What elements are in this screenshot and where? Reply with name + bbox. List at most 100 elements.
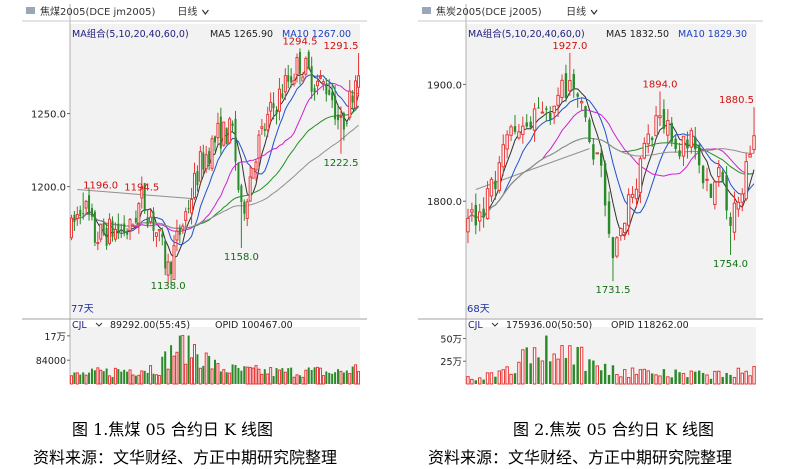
volume-bar-down bbox=[231, 364, 234, 384]
candle-body-down bbox=[334, 95, 337, 120]
candle-body-down bbox=[287, 75, 290, 82]
candle-body-down bbox=[237, 163, 240, 191]
candle-body-up bbox=[521, 125, 525, 135]
candle-body-down bbox=[513, 126, 517, 132]
volume-bar-down bbox=[307, 367, 310, 384]
candle-body-up bbox=[266, 113, 270, 131]
volume-bar-down bbox=[564, 357, 568, 384]
volume-bar-down bbox=[328, 372, 331, 384]
volume-bar-up bbox=[485, 372, 490, 385]
candle-body-up bbox=[277, 88, 281, 112]
candle-body-up bbox=[552, 105, 556, 114]
candle-body-down bbox=[607, 201, 611, 234]
volume-bar-down bbox=[123, 369, 126, 384]
candle-body-down bbox=[686, 139, 689, 149]
figure-2-caption: 图 2.焦炭 05 合约日 K 线图 bbox=[513, 420, 715, 439]
coke-kline-chart: 焦炭2005(DCE j2005) 日线 1900.0 1800.0 1927.0 173… bbox=[418, 4, 763, 385]
candle-body-down bbox=[694, 136, 697, 150]
volume-bar-up bbox=[172, 355, 176, 385]
volume-bar-up bbox=[466, 376, 470, 385]
price-annotation: 1158.0 bbox=[224, 252, 259, 263]
candle-body-down bbox=[123, 223, 126, 234]
candle-body-up bbox=[540, 111, 545, 114]
candle-body-up bbox=[210, 138, 214, 169]
volume-bar-down bbox=[310, 369, 313, 384]
candle-body-down bbox=[576, 93, 579, 97]
volume-bar-down bbox=[88, 372, 91, 384]
candle-body-down bbox=[219, 116, 222, 149]
ma-legend-label: MA组合(5,10,20,40,60,0) bbox=[468, 28, 585, 40]
candle-body-down bbox=[549, 112, 552, 120]
volume-bar-up bbox=[166, 368, 170, 385]
candle-body-up bbox=[689, 130, 694, 148]
candle-body-up bbox=[175, 230, 179, 241]
candle-body-up bbox=[354, 80, 358, 109]
volume-bar-up bbox=[339, 370, 343, 385]
volume-bar-up bbox=[568, 345, 572, 385]
volume-bar-down bbox=[588, 359, 591, 384]
volume-bar-down bbox=[650, 373, 654, 384]
candle-body-down bbox=[134, 217, 137, 223]
chevron-down-icon bbox=[590, 9, 598, 15]
candle-body-down bbox=[611, 237, 615, 259]
candle-body-up bbox=[517, 131, 521, 139]
volume-bar-up bbox=[579, 346, 584, 385]
volume-bar-down bbox=[549, 361, 552, 384]
volume-bar-down bbox=[105, 368, 108, 384]
volume-bar-down bbox=[494, 376, 497, 384]
candle-body-up bbox=[642, 142, 647, 159]
open-interest-legend: OPID 100467.00 bbox=[215, 320, 293, 331]
volume-bar-down bbox=[342, 372, 345, 384]
volume-bar-down bbox=[529, 363, 532, 384]
candle-body-down bbox=[263, 128, 266, 131]
candle-body-down bbox=[709, 183, 713, 198]
candle-body-up bbox=[634, 188, 639, 200]
volume-bar-down bbox=[584, 370, 587, 384]
candle-body-up bbox=[505, 134, 509, 150]
volume-bar-up bbox=[181, 335, 185, 385]
candle-body-up bbox=[192, 172, 196, 198]
coking-coal-kline-chart: 焦煤2005(DCE jm2005) 日线 1250.0 1200.0 1196.0 11… bbox=[22, 4, 367, 385]
candle-body-up bbox=[623, 222, 627, 234]
ma-legend-label: MA组合(5,10,20,40,60,0) bbox=[72, 28, 189, 40]
candle-body-down bbox=[161, 234, 164, 238]
ma10-line bbox=[467, 97, 755, 219]
price-annotation: 1894.0 bbox=[642, 79, 677, 90]
candle-body-down bbox=[281, 93, 284, 98]
candle-body-down bbox=[202, 152, 205, 170]
volume-bar-down bbox=[694, 371, 697, 384]
volume-bar-down bbox=[164, 351, 167, 384]
candle-body-up bbox=[654, 115, 658, 137]
volume-tick-label: 25万 bbox=[440, 357, 462, 368]
candle-body-down bbox=[126, 232, 129, 235]
price-annotation: 1291.5 bbox=[324, 41, 359, 52]
volume-bar-up bbox=[292, 376, 296, 385]
volume-bar-down bbox=[313, 367, 316, 384]
candle-body-up bbox=[181, 225, 185, 230]
candle-body-down bbox=[234, 118, 237, 162]
chart-panel-coke: 焦炭2005(DCE j2005) 日线 1900.0 1800.0 1927.0 173… bbox=[418, 0, 763, 400]
ma5-legend: MA5 1832.50 bbox=[606, 29, 669, 40]
candle-body-up bbox=[75, 214, 79, 219]
volume-bar-up bbox=[149, 365, 153, 385]
candle-body-up bbox=[204, 154, 208, 170]
volume-bar-down bbox=[721, 376, 724, 384]
candle-body-down bbox=[592, 144, 595, 160]
volume-bar-down bbox=[729, 374, 732, 384]
volume-bar-down bbox=[170, 345, 173, 384]
candle-body-up bbox=[497, 162, 502, 191]
candle-body-up bbox=[260, 126, 264, 129]
volume-bar-up bbox=[623, 369, 627, 385]
volume-bar-down bbox=[102, 371, 105, 384]
volume-bar-up bbox=[713, 370, 717, 385]
candle-body-down bbox=[662, 109, 666, 129]
volume-bar-down bbox=[275, 367, 278, 384]
volume-tick-label: 50万 bbox=[440, 334, 462, 345]
volume-bar-down bbox=[73, 372, 76, 384]
volume-bar-down bbox=[325, 371, 328, 384]
candle-body-up bbox=[154, 232, 158, 237]
volume-bar-up bbox=[505, 366, 509, 385]
chevron-down-icon bbox=[491, 322, 499, 327]
volume-bar-down bbox=[161, 356, 164, 384]
volume-bar-down bbox=[482, 379, 485, 384]
